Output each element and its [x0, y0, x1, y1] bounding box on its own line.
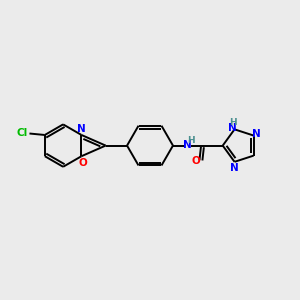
Text: N: N — [228, 123, 237, 133]
Text: N: N — [183, 140, 191, 150]
Text: O: O — [79, 158, 87, 168]
Text: Cl: Cl — [16, 128, 28, 138]
Text: H: H — [187, 136, 195, 145]
Text: H: H — [229, 118, 236, 127]
Text: N: N — [230, 163, 239, 173]
Text: O: O — [191, 157, 200, 166]
Text: N: N — [252, 129, 260, 139]
Text: N: N — [76, 124, 85, 134]
